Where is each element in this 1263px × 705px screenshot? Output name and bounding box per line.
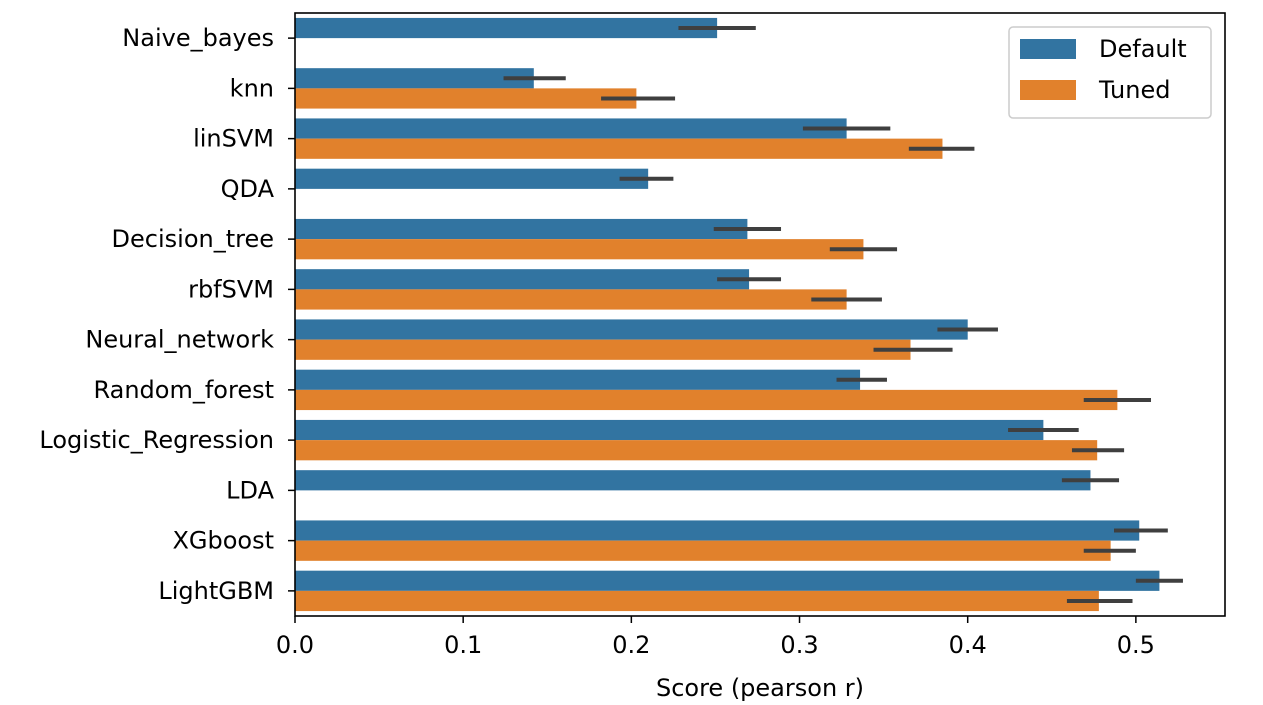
x-tick-label: 0.0	[276, 631, 314, 659]
bar-default-knn	[295, 68, 534, 89]
y-tick-label: QDA	[221, 175, 275, 203]
bar-default-lda	[295, 470, 1091, 491]
y-tick-label: Random_forest	[93, 376, 274, 404]
legend: Default Tuned	[1008, 26, 1212, 119]
y-tick-label: knn	[230, 74, 274, 102]
bar-tuned-linsvm	[295, 138, 943, 159]
legend-label-default: Default	[1099, 35, 1187, 63]
y-tick-label: LDA	[226, 476, 274, 504]
bar-default-xgboost	[295, 520, 1140, 541]
bar-default-linsvm	[295, 118, 847, 139]
bar-default-lightgbm	[295, 570, 1160, 591]
error-bars-layer	[503, 26, 1183, 603]
y-tick-label: Decision_tree	[112, 225, 274, 253]
y-tick-label: Naive_bayes	[122, 24, 274, 52]
bar-tuned-logistic_regression	[295, 440, 1098, 461]
bar-tuned-knn	[295, 88, 637, 109]
bar-default-logistic_regression	[295, 419, 1044, 441]
x-tick-label: 0.3	[780, 631, 818, 659]
x-tick-label: 0.1	[444, 631, 482, 659]
bar-tuned-rbfsvm	[295, 289, 847, 310]
y-tick-label: XGboost	[172, 527, 274, 555]
bar-default-decision_tree	[295, 218, 748, 240]
bar-default-neural_network	[295, 319, 968, 340]
plot-frame	[294, 12, 1226, 617]
legend-label-tuned: Tuned	[1098, 76, 1170, 104]
y-tick-label: rbfSVM	[188, 275, 274, 303]
bar-default-qda	[295, 168, 649, 189]
bar-tuned-neural_network	[295, 339, 911, 360]
bar-tuned-decision_tree	[295, 239, 864, 260]
y-tick-label: Neural_network	[85, 326, 274, 354]
bar-default-rbfsvm	[295, 269, 750, 290]
legend-swatch-default	[1020, 39, 1076, 59]
y-tick-label: Logistic_Regression	[39, 426, 274, 454]
x-tick-label: 0.4	[949, 631, 987, 659]
x-tick-label: 0.5	[1117, 631, 1155, 659]
x-axis-label: Score (pearson r)	[656, 674, 864, 702]
y-tick-label: LightGBM	[158, 577, 274, 605]
bar-default-random_forest	[295, 369, 861, 390]
bar-default-naive_bayes	[295, 17, 718, 39]
bar-tuned-lightgbm	[295, 590, 1099, 612]
bar-tuned-xgboost	[295, 540, 1111, 561]
y-tick-label: linSVM	[193, 125, 274, 153]
x-axis: 0.0 0.1 0.2 0.3 0.4 0.5	[276, 616, 1155, 659]
bars-layer	[295, 17, 1160, 612]
legend-swatch-tuned	[1020, 80, 1076, 100]
bar-tuned-random_forest	[295, 389, 1118, 411]
x-tick-label: 0.2	[612, 631, 650, 659]
